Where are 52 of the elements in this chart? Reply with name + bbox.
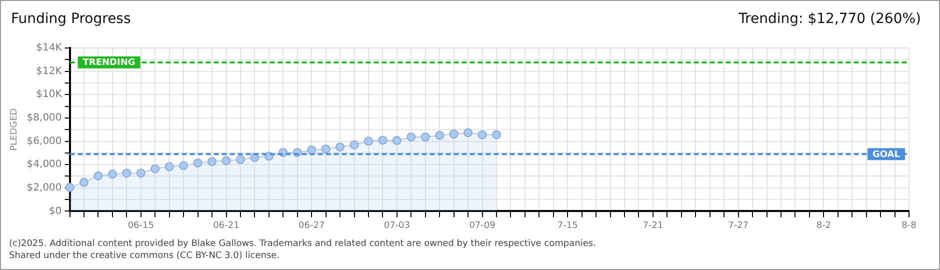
text: Shared under the creative commons (CC BY-NC 3.0) license. — [9, 250, 281, 262]
y-tick-label: $10K — [36, 89, 62, 100]
point — [122, 168, 132, 178]
point — [208, 157, 217, 166]
point — [464, 128, 473, 138]
point — [435, 130, 444, 140]
point — [449, 130, 458, 139]
point — [179, 161, 188, 170]
text: (c)2025. Additional content provided by Blake Gallows. Trademarks and related content are owned by their respective companies. — [9, 238, 596, 250]
x-tick-label: 06-27 — [298, 220, 325, 231]
y-tick-label: $2,000 — [26, 182, 62, 194]
x-tick-label: 8-8 — [902, 220, 917, 231]
x-tick-label: 7-15 — [557, 220, 578, 231]
y-tick-label: $14K — [36, 42, 62, 54]
point — [307, 146, 316, 154]
ref-line-label: TRENDING — [82, 58, 136, 68]
text: Trending: $12,770 (260%) — [738, 11, 921, 27]
point — [492, 130, 502, 140]
point — [150, 164, 160, 174]
point — [406, 132, 416, 142]
x-tick-label: 06-15 — [128, 220, 154, 231]
point — [478, 130, 487, 140]
point — [378, 136, 388, 145]
y-tick-label: $12K — [36, 66, 62, 77]
y-tick-label: $0 — [49, 206, 62, 217]
point — [80, 178, 89, 187]
point — [136, 168, 146, 178]
x-tick-label: 07-09 — [469, 220, 496, 231]
y-tick-label: $4,000 — [26, 159, 62, 170]
point — [164, 162, 174, 172]
x-tick-label: 7-21 — [642, 220, 664, 231]
point — [193, 158, 202, 168]
chart-title: Funding Progress — [11, 11, 131, 27]
point — [321, 144, 330, 154]
point — [236, 155, 245, 164]
point — [222, 156, 231, 166]
point — [94, 171, 103, 180]
point — [108, 170, 117, 179]
point — [364, 136, 373, 146]
point — [65, 182, 74, 192]
point — [420, 132, 430, 142]
y-axis-title: PLEDGED — [10, 108, 20, 151]
x-tick-label: 7-27 — [728, 220, 749, 231]
y-tick-label: $6,000 — [26, 136, 62, 147]
y-tick-label: $8,000 — [26, 112, 62, 124]
x-tick-label: 06-21 — [213, 220, 240, 231]
x-tick-label: 07-03 — [384, 220, 410, 231]
ref-line-label: GOAL — [872, 150, 900, 160]
point — [392, 136, 402, 146]
point — [336, 142, 345, 152]
point — [350, 140, 359, 150]
x-tick-label: 8-2 — [816, 220, 832, 231]
